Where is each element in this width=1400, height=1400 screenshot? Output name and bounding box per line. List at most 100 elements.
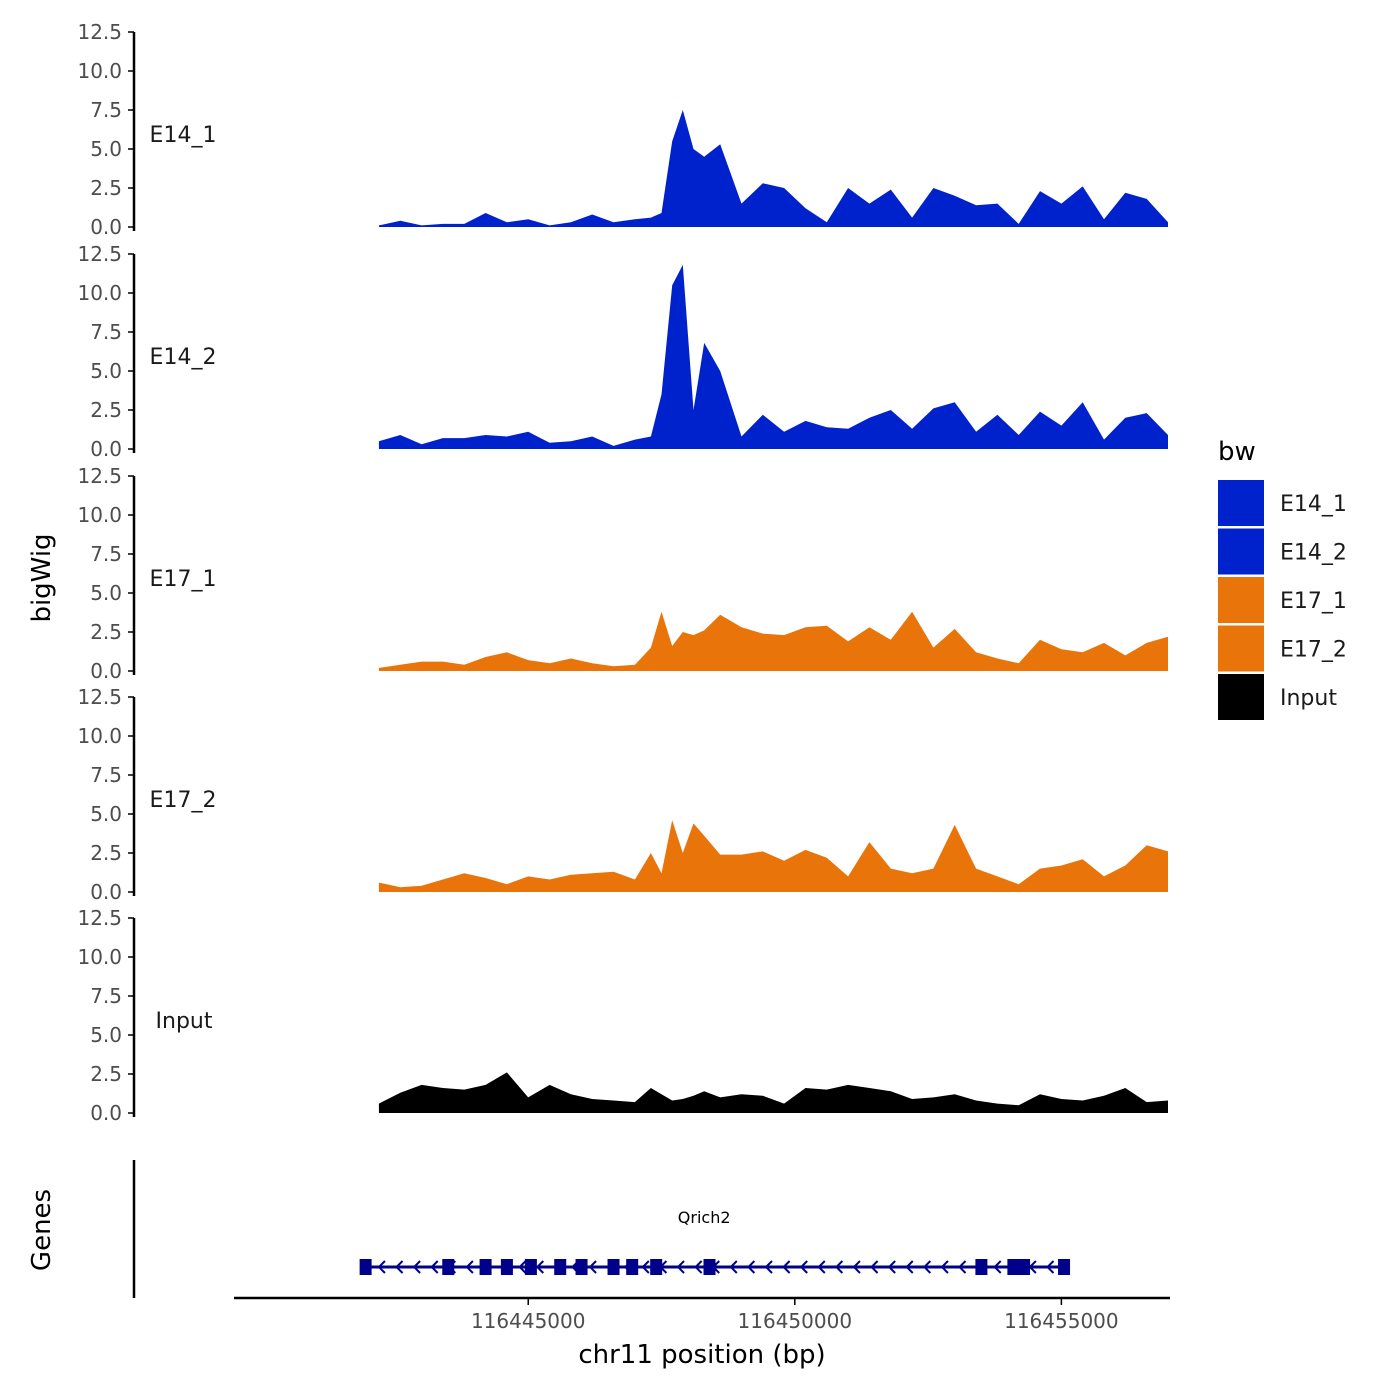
y-tick-label: 2.5: [90, 1062, 122, 1086]
y-tick-label: 10.0: [77, 281, 122, 305]
legend-label: E17_1: [1280, 589, 1347, 614]
y-tick-label: 5.0: [90, 137, 122, 161]
signal-area-E14_2: [378, 264, 1168, 449]
gene-label: Qrich2: [678, 1208, 731, 1227]
strand-arrow: [694, 1260, 703, 1274]
gene-exon: [442, 1259, 455, 1275]
strand-arrow: [799, 1260, 808, 1274]
gene-exon: [554, 1259, 567, 1275]
legend-swatch-E14_1: [1218, 480, 1264, 526]
track-label: E14_1: [150, 123, 217, 148]
gene-exon: [479, 1259, 492, 1275]
legend-swatch-E14_2: [1218, 528, 1264, 575]
strand-arrow: [940, 1260, 949, 1274]
strand-arrow: [817, 1260, 826, 1274]
y-tick-label: 2.5: [90, 620, 122, 644]
x-tick-label: 116455000: [1004, 1309, 1119, 1333]
x-axis-title: chr11 position (bp): [578, 1340, 825, 1370]
gene-exon: [626, 1259, 639, 1275]
y-tick-label: 10.0: [77, 503, 122, 527]
x-tick-label: 116450000: [738, 1309, 853, 1333]
strand-arrow: [729, 1260, 738, 1274]
y-tick-label: 12.5: [77, 464, 122, 488]
strand-arrow: [870, 1260, 879, 1274]
signal-area-Input: [378, 1072, 1168, 1113]
y-tick-label: 7.5: [90, 320, 122, 344]
track-label: E17_1: [150, 567, 217, 592]
strand-arrow: [518, 1260, 527, 1274]
signal-tracks: 0.0 2.5 5.0 7.5 10.0 12.5 E14_1 0.0 2.5 5.0 7.5 10.…: [77, 20, 1168, 1125]
strand-arrow: [676, 1260, 685, 1274]
track-label: E14_2: [150, 345, 217, 370]
y-tick-label: 12.5: [77, 906, 122, 930]
strand-arrow: [958, 1260, 967, 1274]
y-tick-label: 12.5: [77, 685, 122, 709]
strand-arrow: [641, 1260, 650, 1274]
legend: bw E14_1 E14_2 E17_1 E17_2 Input: [1218, 437, 1347, 720]
y-tick-label: 0.0: [90, 659, 122, 683]
signal-area-E17_2: [378, 820, 1168, 892]
strand-arrow: [922, 1260, 932, 1274]
y-tick-label: 12.5: [77, 20, 122, 44]
y-tick-label: 12.5: [77, 242, 122, 266]
y-axis-title: bigWig: [27, 533, 57, 622]
track-E17_2: 0.0 2.5 5.0 7.5 10.0 12.5 E17_2: [77, 685, 1168, 904]
strand-arrow: [852, 1260, 861, 1274]
strand-arrow: [834, 1260, 844, 1274]
track-label: Input: [156, 1009, 213, 1034]
x-axis: 116445000 116450000 116455000: [234, 1296, 1170, 1333]
gene-exon: [575, 1259, 588, 1275]
signal-area-E14_1: [378, 110, 1168, 227]
x-tick-label: 116445000: [471, 1309, 586, 1333]
y-tick-label: 7.5: [90, 763, 122, 787]
gene-exon: [607, 1259, 620, 1275]
legend-label: Input: [1280, 686, 1337, 711]
legend-label: E14_1: [1280, 492, 1347, 517]
legend-label: E17_2: [1280, 638, 1347, 663]
strand-arrow: [430, 1260, 439, 1274]
strand-arrow: [377, 1260, 386, 1274]
gene-exon: [1018, 1259, 1031, 1275]
gene-exon: [975, 1259, 988, 1275]
strand-arrow: [747, 1260, 756, 1274]
y-tick-label: 10.0: [77, 59, 122, 83]
y-tick-label: 0.0: [90, 215, 122, 239]
y-tick-label: 7.5: [90, 542, 122, 566]
y-tick-label: 5.0: [90, 581, 122, 605]
y-tick-label: 7.5: [90, 98, 122, 122]
strand-arrow: [993, 1260, 1002, 1274]
y-tick-label: 5.0: [90, 1023, 122, 1047]
legend-title: bw: [1218, 437, 1256, 467]
gene-exon: [1007, 1259, 1020, 1275]
y-tick-label: 5.0: [90, 802, 122, 826]
y-tick-label: 0.0: [90, 437, 122, 461]
gene-exon: [524, 1259, 537, 1275]
strand-arrow: [905, 1260, 914, 1274]
y-tick-label: 5.0: [90, 359, 122, 383]
legend-swatch-Input: [1218, 674, 1264, 720]
strand-arrow: [395, 1260, 404, 1274]
strand-arrow: [535, 1260, 544, 1274]
y-tick-label: 0.0: [90, 1101, 122, 1125]
strand-arrow: [465, 1260, 474, 1274]
genes-axis-title: Genes: [27, 1189, 57, 1271]
track-label: E17_2: [150, 788, 217, 813]
strand-arrow: [412, 1260, 421, 1274]
strand-arrow: [764, 1260, 773, 1274]
track-Input: 0.0 2.5 5.0 7.5 10.0 12.5 Input: [77, 906, 1168, 1125]
gene-exon: [703, 1259, 716, 1275]
y-tick-label: 7.5: [90, 984, 122, 1008]
y-tick-label: 2.5: [90, 841, 122, 865]
strand-arrow: [1046, 1260, 1055, 1274]
y-tick-label: 2.5: [90, 176, 122, 200]
track-E14_2: 0.0 2.5 5.0 7.5 10.0 12.5 E14_2: [77, 242, 1168, 461]
strand-arrow: [887, 1260, 896, 1274]
strand-arrow: [588, 1260, 597, 1274]
y-tick-label: 0.0: [90, 880, 122, 904]
track-E17_1: 0.0 2.5 5.0 7.5 10.0 12.5 E17_1: [77, 464, 1168, 683]
gene-exon: [650, 1259, 663, 1275]
y-tick-label: 10.0: [77, 724, 122, 748]
signal-area-E17_1: [378, 611, 1168, 671]
legend-swatch-E17_1: [1218, 577, 1264, 623]
